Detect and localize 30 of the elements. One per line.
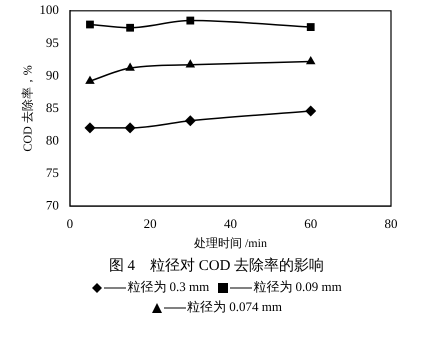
- point: [186, 59, 196, 68]
- point: [126, 24, 134, 32]
- point: [186, 16, 194, 24]
- x-axis-title: 处理时间 /min: [194, 236, 267, 250]
- point: [306, 23, 315, 31]
- legend-label: 粒径为 0.3 mm: [127, 279, 210, 294]
- point: [125, 62, 135, 71]
- y-tick-label: 80: [46, 132, 59, 148]
- x-tick-label: 60: [304, 216, 318, 232]
- y-tick-label: 100: [39, 2, 59, 18]
- point: [86, 20, 94, 28]
- point: [85, 76, 95, 84]
- text: 图 4 粒径对 COD 去除率的影响: [108, 256, 326, 275]
- point: [306, 56, 316, 64]
- legend-label: 粒径为 0.074 mm: [187, 299, 282, 314]
- y-tick-label: 85: [46, 100, 59, 115]
- point: [184, 115, 196, 126]
- y-tick-label: 90: [46, 67, 59, 82]
- y-tick-label: 70: [46, 197, 59, 212]
- legend-label: 粒径为 0.09 mm: [253, 279, 342, 294]
- x-tick-label: 0: [66, 216, 74, 232]
- point: [305, 106, 316, 117]
- y-tick-label: 75: [46, 164, 59, 180]
- y-tick-label: 95: [46, 34, 59, 50]
- x-tick-label: 40: [224, 216, 237, 232]
- point: [124, 122, 136, 134]
- point: [84, 122, 96, 134]
- x-tick-label: 20: [144, 216, 157, 232]
- x-tick-label: 80: [384, 216, 398, 232]
- y-axis-title: COD 去除率，%: [20, 65, 34, 152]
